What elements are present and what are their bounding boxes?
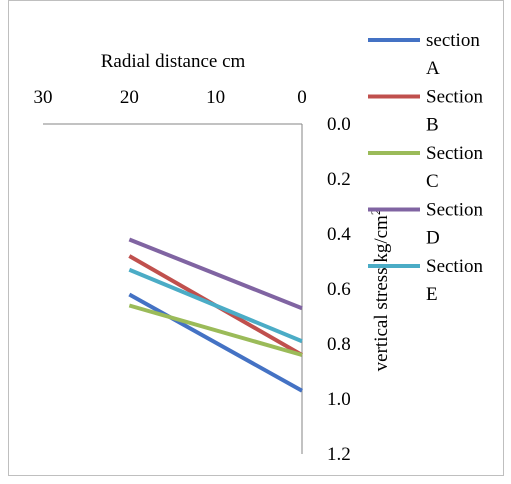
legend-label-section-c: Section [426,143,483,164]
x-tick-label: 0 [297,87,307,108]
y-tick-label: 0.8 [327,334,351,355]
series-line-section-e [128,267,303,344]
y-tick-label: 0.0 [327,114,351,135]
series-line-section-c [128,303,303,357]
y-tick-label: 1.2 [327,444,351,465]
legend-label-section-a-line2: A [426,58,440,79]
axes [43,123,303,454]
chart-frame [8,0,504,476]
x-tick-label: 30 [34,87,53,108]
x-axis-title: Radial distance cm [101,51,246,72]
legend-label-section-d-line2: D [426,228,440,249]
series-lines [128,237,303,393]
x-tick-label: 10 [206,87,225,108]
y-tick-label: 0.6 [327,279,351,300]
y-tick-labels: 0.0 0.2 0.4 0.6 0.8 1.0 1.2 [327,114,351,465]
legend-label-section-e: Section [426,256,483,277]
y-tick-label: 1.0 [327,389,351,410]
y-tick-label: 0.2 [327,169,351,190]
y-axis-title-superscript: 2 [368,209,383,216]
legend-label-section-d: Section [426,200,483,221]
y-axis-title: vertical stress kg/cm2 [368,209,392,372]
y-tick-label: 0.4 [327,224,351,245]
series-line-section-a [128,292,303,393]
y-axis-title-text: vertical stress kg/cm [371,215,392,371]
legend: section A Section B Section C Section D Section E [368,30,483,305]
legend-label-section-a: section [426,30,480,51]
legend-label-section-b-line2: B [426,115,439,136]
legend-label-section-c-line2: C [426,171,439,192]
legend-label-section-e-line2: E [426,284,438,305]
legend-label-section-b: Section [426,87,483,108]
x-tick-labels: 30 20 10 0 [34,87,307,108]
series-line-section-d [128,237,303,311]
x-tick-label: 20 [120,87,139,108]
